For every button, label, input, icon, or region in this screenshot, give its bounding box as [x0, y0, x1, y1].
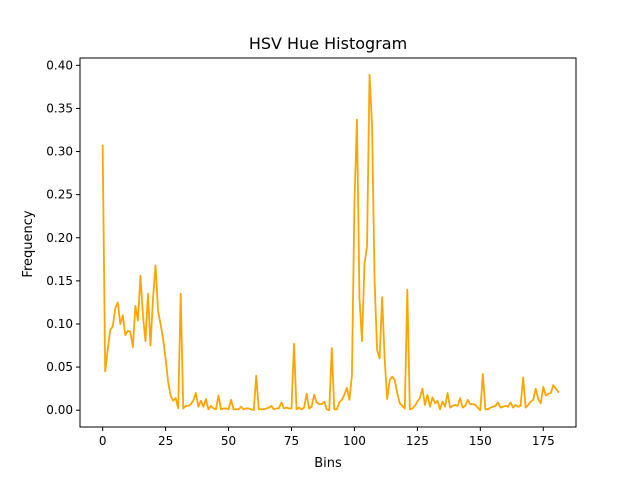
y-axis-label: Frequency [21, 210, 36, 277]
x-tick-label: 100 [343, 434, 366, 448]
y-tick-label: 0.40 [46, 58, 73, 72]
x-tick-label: 50 [221, 434, 236, 448]
hue-frequency-line [101, 73, 560, 412]
x-tick-label: 75 [284, 434, 299, 448]
x-tick-label: 0 [99, 434, 107, 448]
y-tick-label: 0.35 [46, 101, 73, 115]
x-tick-label: 150 [469, 434, 492, 448]
x-axis-label: Bins [314, 456, 342, 471]
y-tick-label: 0.00 [46, 403, 73, 417]
plot-area: 0 25 50 75 100 125 150 175 0.00 0.05 0.10 0.15 0.20 0… [46, 57, 577, 448]
x-tick-label: 125 [406, 434, 429, 448]
y-tick-label: 0.15 [46, 274, 73, 288]
y-tick-label: 0.30 [46, 145, 73, 159]
chart-title: HSV Hue Histogram [249, 34, 407, 53]
x-tick-label: 25 [158, 434, 173, 448]
y-tick-label: 0.20 [46, 231, 73, 245]
x-tick-label: 175 [532, 434, 555, 448]
y-tick-label: 0.25 [46, 188, 73, 202]
y-tick-label: 0.10 [46, 317, 73, 331]
y-tick-label: 0.05 [46, 360, 73, 374]
axes-frame [79, 57, 577, 428]
